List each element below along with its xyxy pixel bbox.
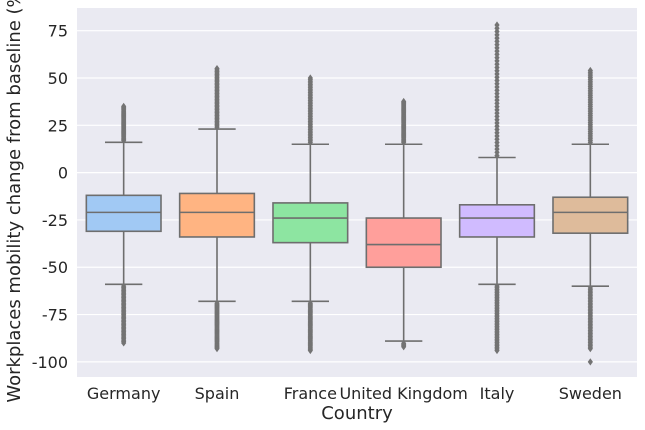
box-iqr — [552, 196, 629, 234]
x-tick-label: Spain — [195, 384, 240, 403]
box-2 — [272, 74, 349, 355]
y-tick-label: -100 — [32, 353, 68, 372]
outlier-point — [587, 284, 593, 292]
box-1 — [178, 64, 256, 353]
x-axis-label: Country — [321, 403, 393, 424]
outlier-point — [587, 66, 593, 75]
outlier-point — [307, 74, 313, 82]
outliers-low — [494, 282, 500, 355]
gridlines — [77, 30, 637, 363]
x-tick-label: Sweden — [559, 384, 622, 403]
outliers-low — [214, 299, 220, 353]
box-0 — [85, 102, 162, 347]
outlier-point — [494, 21, 500, 29]
outliers-low — [587, 284, 593, 353]
outliers-high — [587, 66, 593, 146]
box-iqr — [85, 194, 162, 233]
outlier-point — [121, 102, 127, 110]
box-iqr — [365, 217, 442, 269]
outlier-point — [494, 282, 500, 290]
outliers-high — [121, 102, 127, 145]
y-tick-label: -75 — [42, 306, 68, 325]
outlier-point — [121, 282, 127, 290]
y-axis-label: Workplaces mobility change from baseline… — [4, 0, 25, 403]
outlier-point — [401, 339, 407, 347]
outlier-point — [214, 64, 220, 73]
y-tick-label: -25 — [42, 211, 68, 230]
outlier-point — [214, 299, 220, 307]
y-tick-label: 0 — [58, 164, 68, 183]
outliers-high — [214, 64, 220, 131]
x-tick-label: France — [284, 384, 337, 403]
outliers-high — [494, 21, 500, 160]
box-4 — [458, 21, 536, 355]
y-tick-label: -50 — [42, 258, 68, 277]
box-3 — [365, 97, 442, 351]
box-iqr — [272, 202, 349, 244]
outliers-low — [401, 339, 407, 351]
outlier-point — [587, 358, 593, 366]
outliers-low — [121, 282, 127, 347]
box-iqr — [178, 192, 256, 238]
outliers-high — [307, 74, 313, 146]
y-tick-label: 75 — [48, 22, 68, 41]
outlier-point — [307, 299, 313, 307]
box-iqr — [458, 204, 536, 238]
plot-area — [77, 8, 637, 377]
x-tick-label: Italy — [480, 384, 515, 403]
outlier-point — [401, 97, 407, 106]
x-tick-label: United Kingdom — [339, 384, 467, 403]
x-tick-label: Germany — [87, 384, 161, 403]
y-tick-label: 25 — [48, 116, 68, 135]
outliers-low — [307, 299, 313, 355]
outliers-high — [401, 97, 407, 146]
box-5 — [552, 66, 629, 366]
y-tick-label: 50 — [48, 69, 68, 88]
boxes — [85, 21, 629, 366]
x-tick-labels: Germany Spain France United Kingdom Italy Swe… — [87, 384, 622, 403]
y-tick-labels: 75 50 25 0 -25 -50 -75 -100 — [32, 22, 68, 372]
